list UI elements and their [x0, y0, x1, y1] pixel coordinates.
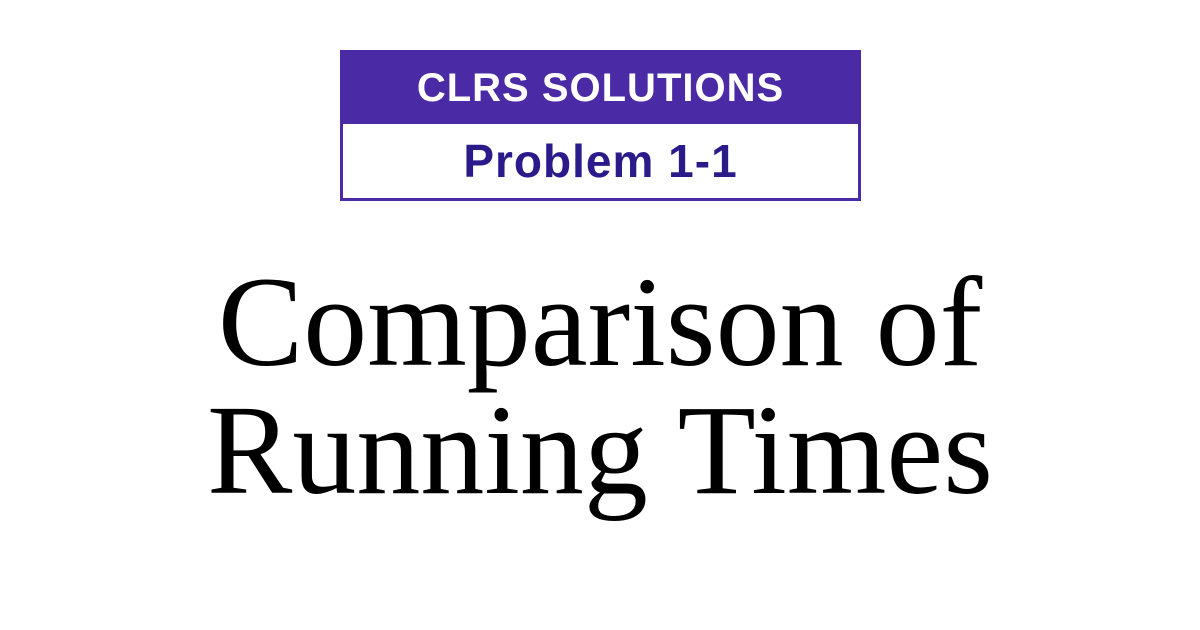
problem-badge: CLRS SOLUTIONS Problem 1-1	[340, 50, 861, 201]
badge-subheader: Problem 1-1	[343, 124, 858, 198]
title-line-2: Running Times	[206, 379, 994, 521]
badge-header: CLRS SOLUTIONS	[343, 53, 858, 124]
page-title: Comparison of Running Times	[0, 258, 1200, 514]
badge-subheader-text: Problem 1-1	[463, 135, 738, 187]
badge-header-text: CLRS SOLUTIONS	[416, 66, 785, 110]
title-line-1: Comparison of	[217, 251, 983, 393]
